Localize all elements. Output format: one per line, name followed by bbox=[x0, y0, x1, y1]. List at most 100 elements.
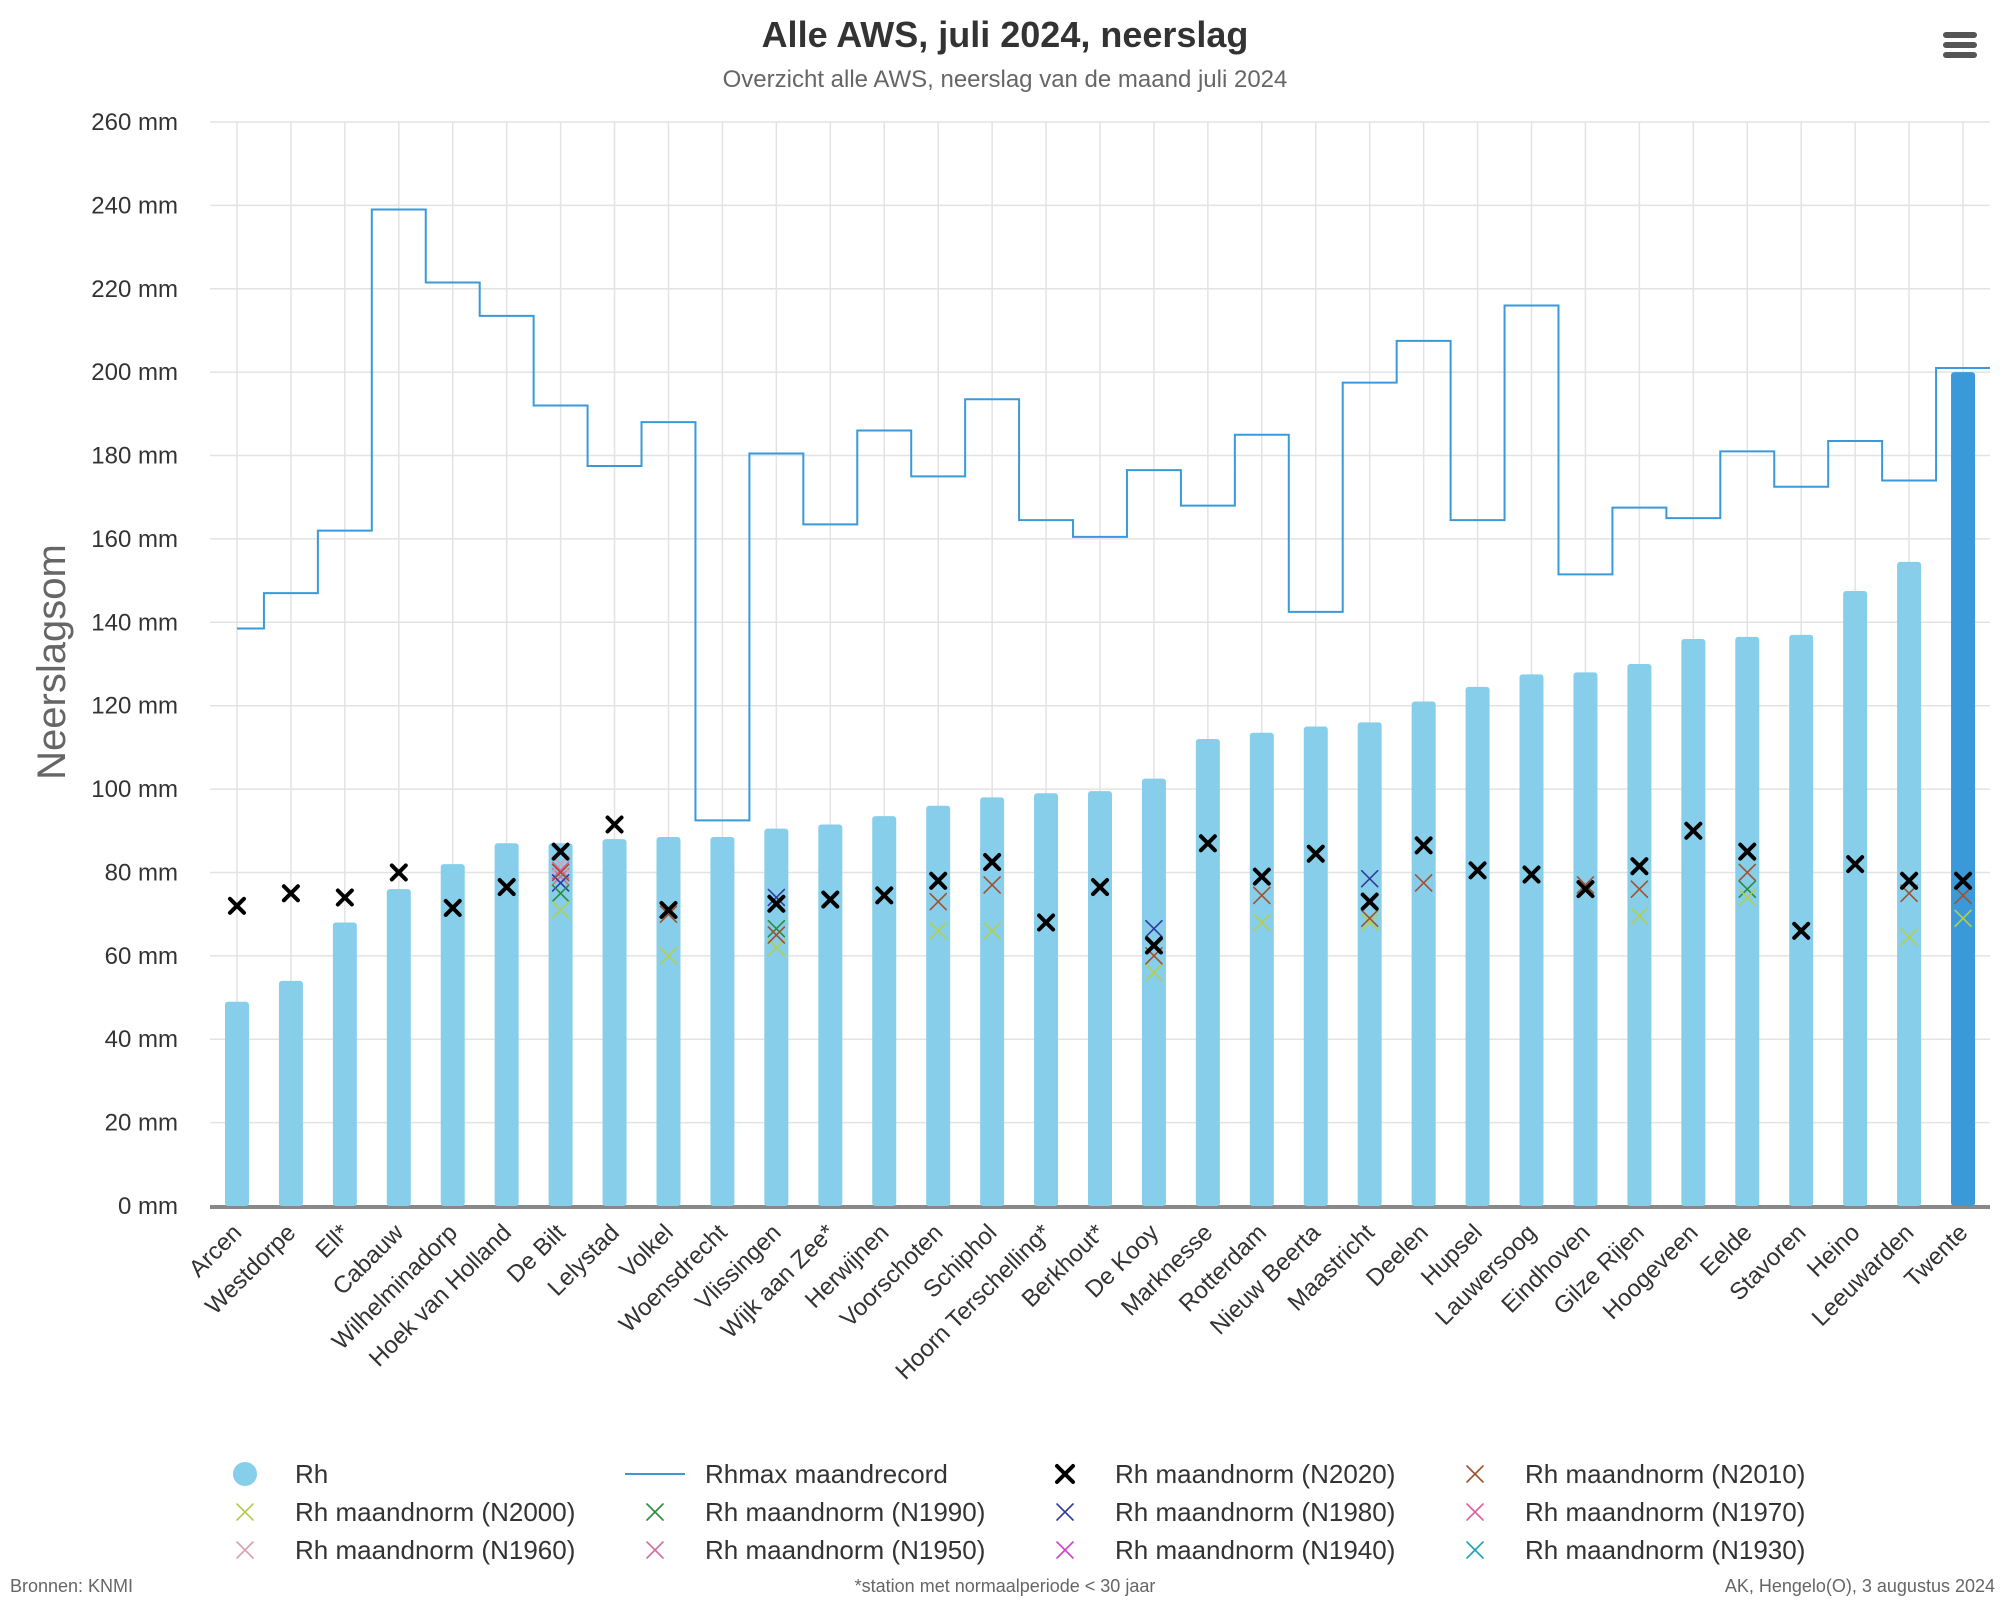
legend-label: Rhmax maandrecord bbox=[705, 1459, 948, 1489]
marker-stroke bbox=[1630, 880, 1649, 898]
legend-label: Rh maandnorm (N2010) bbox=[1525, 1459, 1805, 1489]
marker-stroke bbox=[646, 1503, 664, 1521]
marker-stroke bbox=[646, 1541, 664, 1559]
norm-marker bbox=[497, 878, 516, 897]
norm-marker bbox=[1468, 861, 1487, 880]
marker-stroke bbox=[659, 905, 678, 923]
y-tick-label: 100 mm bbox=[91, 776, 178, 803]
norm-marker bbox=[983, 853, 1002, 872]
norm-marker bbox=[983, 876, 1001, 894]
norm-marker bbox=[1684, 821, 1703, 840]
norm-marker bbox=[767, 888, 786, 907]
legend-item[interactable]: Rh maandnorm (N1940) bbox=[1056, 1535, 1395, 1565]
norm-marker bbox=[1360, 913, 1379, 932]
bar bbox=[1627, 664, 1652, 1206]
y-tick-label: 200 mm bbox=[91, 359, 178, 386]
legend-item[interactable]: Rh maandnorm (N1960) bbox=[236, 1535, 575, 1565]
norm-marker bbox=[551, 884, 570, 903]
marker-stroke bbox=[1630, 857, 1649, 876]
marker-stroke bbox=[1056, 1541, 1074, 1559]
norm-marker bbox=[1145, 919, 1163, 938]
norm-marker bbox=[1738, 842, 1757, 861]
norm-marker bbox=[1253, 886, 1271, 905]
legend-item[interactable]: Rh bbox=[233, 1459, 328, 1489]
marker-stroke bbox=[335, 888, 354, 907]
marker-stroke bbox=[1468, 861, 1487, 880]
marker-stroke bbox=[1253, 886, 1271, 905]
marker-stroke bbox=[551, 884, 570, 903]
y-tick-label: 160 mm bbox=[91, 526, 178, 553]
marker-stroke bbox=[875, 886, 894, 905]
norm-marker bbox=[389, 863, 408, 882]
legend-symbol bbox=[236, 1541, 254, 1559]
marker-stroke bbox=[605, 815, 624, 834]
marker-stroke bbox=[767, 888, 786, 907]
record-line bbox=[236, 208, 1990, 822]
y-axis-label: Neerslagsom bbox=[30, 544, 74, 780]
marker-stroke bbox=[983, 876, 1001, 894]
bar bbox=[1465, 686, 1490, 1206]
norm-marker bbox=[1900, 871, 1919, 890]
marker-stroke bbox=[983, 853, 1002, 872]
marker-stroke bbox=[767, 894, 786, 913]
norm-marker bbox=[1414, 874, 1433, 892]
y-tick-label: 220 mm bbox=[91, 276, 178, 303]
marker-stroke bbox=[443, 898, 462, 917]
legend-item[interactable]: Rhmax maandrecord bbox=[625, 1459, 948, 1489]
marker-stroke bbox=[1360, 913, 1379, 932]
bar bbox=[1088, 791, 1112, 1206]
marker-stroke bbox=[1144, 936, 1163, 955]
legend-item[interactable]: Rh maandnorm (N1970) bbox=[1466, 1497, 1805, 1527]
bar bbox=[1141, 778, 1166, 1206]
bar bbox=[1519, 674, 1544, 1206]
norm-marker bbox=[1522, 865, 1541, 884]
bar bbox=[926, 805, 951, 1206]
legend-item[interactable]: Rh maandnorm (N1930) bbox=[1466, 1535, 1805, 1565]
legend-symbol bbox=[1466, 1465, 1484, 1483]
legend-item[interactable]: Rh maandnorm (N1950) bbox=[646, 1535, 985, 1565]
legend-symbol bbox=[646, 1541, 664, 1559]
marker-stroke bbox=[1466, 1503, 1484, 1521]
norm-marker bbox=[1144, 936, 1163, 955]
author-credit: AK, Hengelo(O), 3 augustus 2024 bbox=[1725, 1576, 1995, 1596]
legend-label: Rh maandnorm (N1990) bbox=[705, 1497, 985, 1527]
norm-marker bbox=[1198, 834, 1217, 853]
legend-label: Rh maandnorm (N1930) bbox=[1525, 1535, 1805, 1565]
marker-stroke bbox=[1684, 821, 1703, 840]
norm-marker bbox=[1145, 963, 1163, 982]
norm-marker bbox=[1630, 880, 1649, 898]
bars bbox=[224, 372, 1976, 1207]
legend-label: Rh maandnorm (N1950) bbox=[705, 1535, 985, 1565]
y-tick-label: 20 mm bbox=[105, 1110, 178, 1137]
marker-stroke bbox=[1846, 855, 1865, 874]
marker-stroke bbox=[1091, 878, 1109, 897]
norm-marker bbox=[1630, 857, 1649, 876]
norm-marker bbox=[551, 863, 570, 882]
legend-item[interactable]: Rh maandnorm (N1990) bbox=[646, 1497, 985, 1527]
legend-symbol bbox=[233, 1462, 257, 1486]
norm-marker bbox=[1954, 886, 1972, 905]
y-tick-label: 60 mm bbox=[105, 943, 178, 970]
norm-marker bbox=[1576, 876, 1595, 894]
legend-item[interactable]: Rh maandnorm (N2010) bbox=[1466, 1459, 1805, 1489]
marker-stroke bbox=[551, 867, 570, 886]
legend-item[interactable]: Rh maandnorm (N2000) bbox=[236, 1497, 575, 1527]
legend[interactable]: Rh Rhmax maandrecord Rh maandnorm (N2020) R… bbox=[233, 1459, 1805, 1565]
y-tick-label: 40 mm bbox=[105, 1026, 178, 1053]
source-credit: Bronnen: KNMI bbox=[10, 1576, 133, 1596]
legend-item[interactable]: Rh maandnorm (N1980) bbox=[1056, 1497, 1395, 1527]
hamburger-menu-icon[interactable] bbox=[1940, 28, 1980, 68]
norm-marker bbox=[1252, 867, 1271, 886]
marker-stroke bbox=[227, 896, 246, 915]
y-tick-label: 260 mm bbox=[91, 109, 178, 136]
marker-stroke bbox=[497, 878, 516, 897]
footnote: *station met normaalperiode < 30 jaar bbox=[855, 1576, 1156, 1596]
norm-marker bbox=[875, 886, 894, 905]
bar bbox=[656, 837, 681, 1206]
norm-marker bbox=[1792, 921, 1811, 940]
bar bbox=[1789, 634, 1814, 1206]
marker-stroke bbox=[821, 890, 840, 909]
legend-item[interactable]: Rh maandnorm (N2020) bbox=[1055, 1459, 1395, 1489]
marker-stroke bbox=[1414, 874, 1433, 892]
